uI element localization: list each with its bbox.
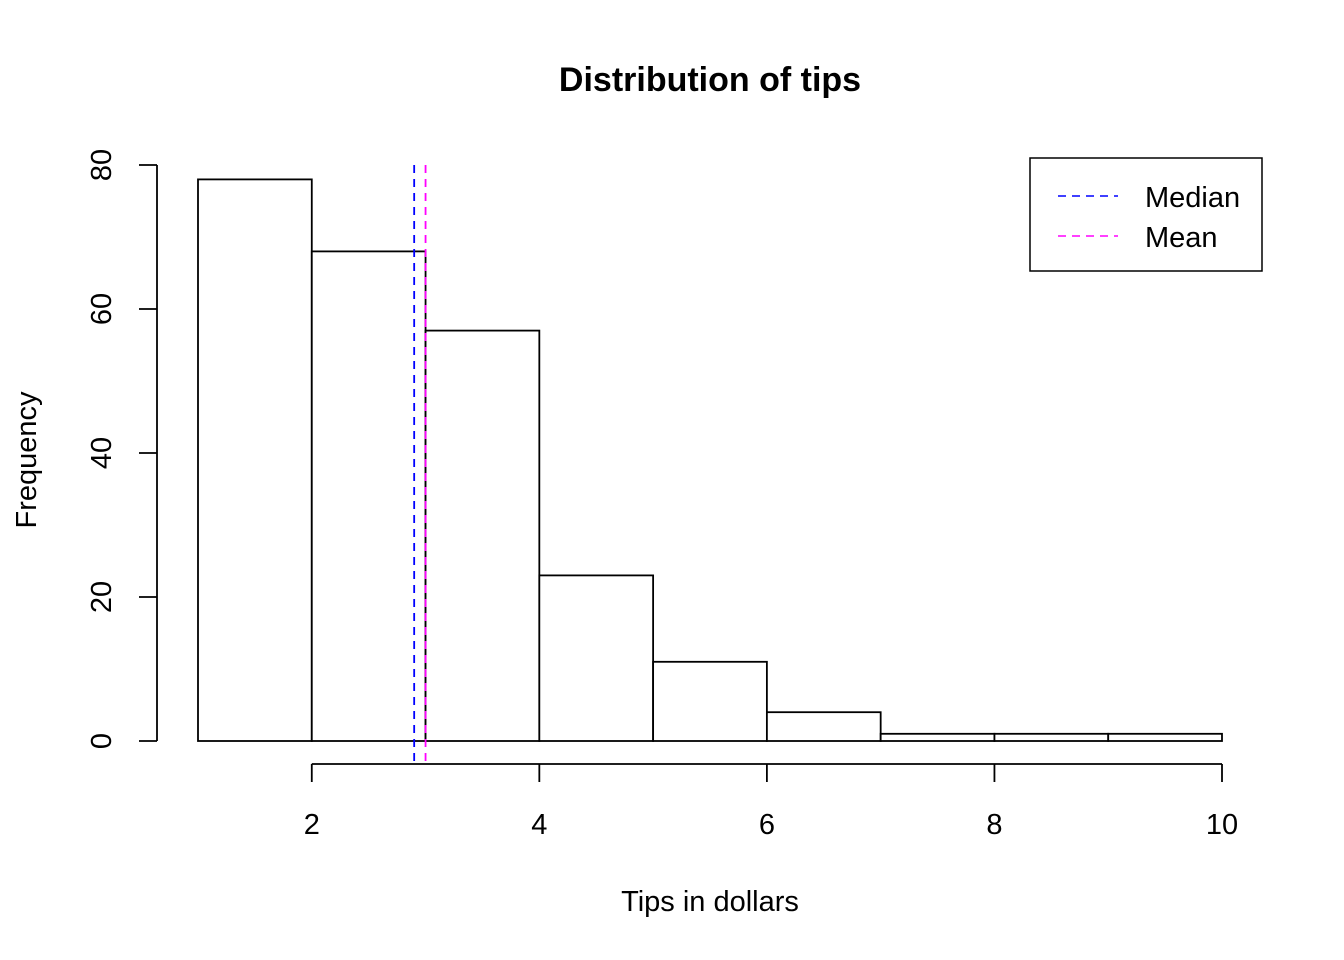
y-tick-label-40: 40 [86, 437, 118, 469]
legend-box [1029, 157, 1263, 272]
reference-lines [413, 165, 427, 765]
y-tick-label-60: 60 [86, 293, 118, 325]
histogram-bar-7 [879, 732, 996, 742]
legend: Median Mean [1029, 157, 1263, 272]
x-axis: 2 4 6 8 10 [304, 763, 1238, 841]
histogram-bar-4 [538, 574, 655, 742]
y-tick-label-80: 80 [86, 149, 118, 181]
histogram-bar-9 [1107, 732, 1223, 742]
x-axis-label: Tips in dollars [621, 886, 799, 918]
legend-mean-label: Mean [1145, 222, 1218, 254]
histogram-bar-5 [652, 660, 768, 742]
histogram-bar-2 [310, 250, 427, 742]
y-tick-label-0: 0 [86, 733, 118, 749]
x-tick-label-4: 4 [531, 809, 547, 841]
x-tick-label-2: 2 [304, 809, 320, 841]
histogram-bar-1 [197, 178, 313, 742]
chart-title: Distribution of tips [559, 61, 861, 99]
x-tick-label-8: 8 [986, 809, 1002, 841]
y-axis: 0 20 40 60 80 [86, 149, 158, 749]
histogram-bar-6 [765, 711, 882, 742]
y-axis-label: Frequency [11, 391, 43, 529]
histogram-bars [197, 178, 1223, 742]
x-tick-label-6: 6 [759, 809, 775, 841]
x-tick-label-10: 10 [1206, 809, 1238, 841]
histogram-bar-8 [993, 732, 1110, 742]
y-tick-label-20: 20 [86, 581, 118, 613]
histogram-bar-3 [424, 329, 541, 742]
legend-median-label: Median [1145, 182, 1240, 214]
